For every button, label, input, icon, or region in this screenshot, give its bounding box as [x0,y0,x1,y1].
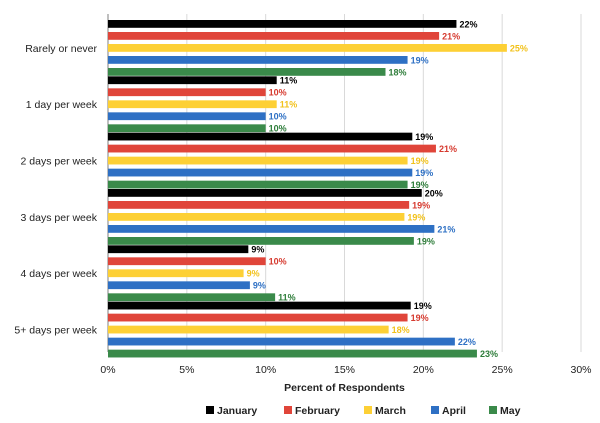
bar [108,245,249,254]
data-label: 19% [411,55,429,65]
bar [108,156,408,165]
value-labels: 22%21%25%19%18%11%10%11%10%10%19%21%19%1… [247,19,528,359]
data-label: 19% [415,168,433,178]
x-tick-label: 0% [100,364,115,376]
bar [108,301,411,310]
bar [108,144,436,153]
legend-label: January [217,405,257,417]
bar [108,337,455,346]
bar [108,213,405,221]
x-tick-label: 10% [255,364,276,376]
data-label: 21% [442,31,460,41]
data-label: 19% [414,301,432,311]
data-label: 19% [415,132,433,142]
bar [108,293,276,302]
bar [108,56,408,64]
data-label: 19% [407,212,425,222]
data-label: 9% [247,269,260,279]
data-label: 21% [439,144,457,154]
data-label: 25% [510,43,528,53]
category-labels: Rarely or never 1 day per week 2 days per … [14,43,97,337]
bar [108,201,410,209]
legend-swatch [431,406,439,414]
bar [108,237,414,245]
x-tick-label: 5% [179,364,194,376]
category-label: 3 days per week [21,212,98,224]
bar [108,168,413,177]
bar [108,132,413,141]
x-tick-label: 25% [492,364,513,376]
data-label: 20% [425,188,443,198]
x-tick-label: 20% [413,364,434,376]
legend-label: May [500,405,521,417]
bar [108,76,277,85]
bar [108,124,266,133]
bar [108,281,250,290]
data-label: 23% [480,349,498,359]
data-label: 21% [437,224,455,234]
category-label: Rarely or never [25,43,97,55]
x-axis-title: Percent of Respondents [284,382,405,394]
legend: January February March April May [206,405,521,417]
bar [108,349,477,358]
legend-label: April [442,405,466,417]
data-label: 19% [411,180,429,190]
bar [108,189,422,197]
x-tick-label: 30% [570,364,591,376]
data-label: 9% [253,281,266,291]
data-label: 10% [269,112,287,122]
bars [108,20,507,358]
bar [108,269,244,278]
bar [108,180,408,189]
data-label: 9% [251,245,264,255]
data-label: 11% [280,100,298,110]
category-label: 2 days per week [21,156,98,168]
bar [108,257,266,266]
legend-swatch [364,406,372,414]
bar [108,112,266,121]
bar [108,32,440,40]
category-label: 5+ days per week [14,325,97,337]
bar [108,20,457,28]
data-label: 22% [459,19,477,29]
bar [108,325,389,334]
bar [108,44,507,52]
legend-swatch [284,406,292,414]
data-label: 10% [269,124,287,134]
data-label: 19% [411,313,429,323]
data-label: 11% [280,76,298,86]
data-label: 19% [412,200,430,210]
bar [108,313,408,322]
data-label: 10% [269,257,287,267]
data-label: 10% [269,88,287,98]
category-label: 1 day per week [26,99,98,111]
category-label: 4 days per week [21,268,98,280]
legend-swatch [489,406,497,414]
data-label: 18% [388,67,406,77]
x-tick-labels: 0% 5% 10% 15% 20% 25% 30% [100,364,591,376]
data-label: 11% [278,293,296,303]
legend-label: February [295,405,340,417]
legend-label: March [375,405,406,417]
bar [108,88,266,97]
data-label: 18% [392,325,410,335]
bar [108,100,277,109]
x-tick-label: 15% [334,364,355,376]
data-label: 19% [411,156,429,166]
bar [108,225,435,233]
legend-swatch [206,406,214,414]
data-label: 22% [458,337,476,347]
bar [108,68,386,76]
data-label: 19% [417,236,435,246]
